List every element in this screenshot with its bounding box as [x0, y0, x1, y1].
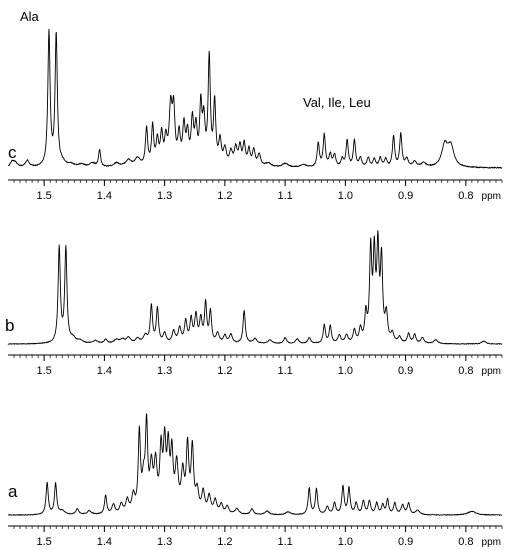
- tick-label: 0.9: [398, 536, 413, 548]
- tick-label: 0.8: [458, 190, 473, 202]
- tick-label: 1.5: [36, 536, 51, 548]
- tick-label: 1.1: [277, 365, 292, 377]
- panel-label-b: b: [5, 316, 14, 335]
- panel-label-a: a: [8, 482, 18, 501]
- x-axis-unit-label: ppm: [482, 537, 501, 548]
- tick-label: 1.5: [36, 365, 51, 377]
- annotation: Val, Ile, Leu: [303, 95, 371, 110]
- tick-label: 0.8: [458, 536, 473, 548]
- annotation: Ala: [20, 9, 40, 24]
- tick-label: 0.8: [458, 365, 473, 377]
- tick-label: 1.5: [36, 190, 51, 202]
- tick-label: 1.3: [157, 365, 172, 377]
- tick-label: 1.4: [97, 190, 112, 202]
- x-axis-unit-label: ppm: [482, 191, 501, 202]
- tick-label: 1.0: [338, 536, 353, 548]
- tick-label: 1.0: [338, 190, 353, 202]
- tick-label: 1.1: [277, 536, 292, 548]
- tick-label: 0.9: [398, 365, 413, 377]
- x-axis-unit-label: ppm: [482, 366, 501, 377]
- tick-label: 1.0: [338, 365, 353, 377]
- tick-label: 1.3: [157, 190, 172, 202]
- tick-label: 1.2: [217, 536, 232, 548]
- tick-label: 1.4: [97, 365, 112, 377]
- spectrum-trace-b: [7, 230, 503, 345]
- tick-label: 1.1: [277, 190, 292, 202]
- spectrum-trace-a: [7, 413, 503, 516]
- panel-label-c: c: [8, 143, 17, 162]
- tick-label: 1.4: [97, 536, 112, 548]
- tick-label: 1.2: [217, 365, 232, 377]
- tick-label: 1.2: [217, 190, 232, 202]
- tick-label: 0.9: [398, 190, 413, 202]
- tick-label: 1.3: [157, 536, 172, 548]
- spectrum-trace-c: [7, 28, 503, 169]
